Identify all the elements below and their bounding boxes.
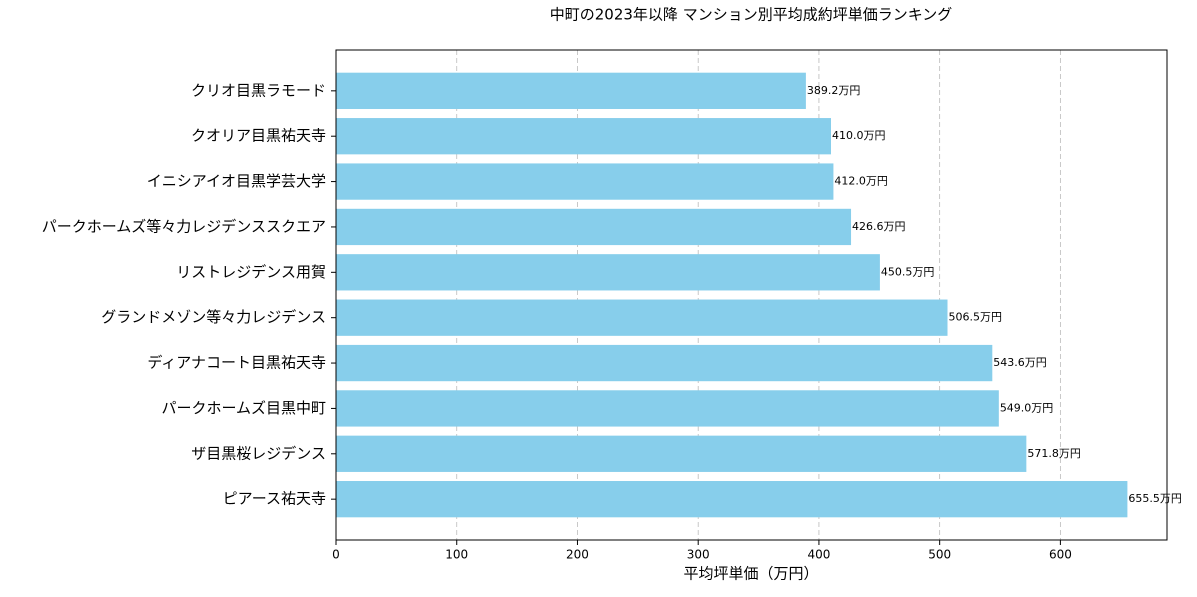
bar (336, 118, 832, 155)
value-label: 549.0万円 (1000, 401, 1054, 414)
value-label: 506.5万円 (949, 311, 1003, 324)
y-tick-label: イニシアイオ目黒学芸大学 (147, 172, 326, 190)
y-tick-label: ディアナコート目黒祐天寺 (147, 354, 326, 372)
bar (336, 208, 852, 246)
value-label: 543.6万円 (993, 356, 1047, 369)
value-label: 655.5万円 (1128, 492, 1182, 505)
y-tick-label: グランドメゾン等々力レジデンス (101, 308, 326, 326)
bar (336, 299, 948, 336)
y-tick-label: ピアース祐天寺 (223, 490, 326, 508)
x-tick-label: 0 (332, 548, 340, 562)
x-axis-label: 平均坪単価（万円） (683, 565, 818, 583)
x-tick-label: 200 (566, 548, 589, 562)
x-tick-label: 100 (445, 548, 468, 562)
x-tick-label: 300 (687, 548, 710, 562)
x-tick-label: 600 (1049, 548, 1072, 562)
bar (336, 390, 999, 427)
value-label: 571.8万円 (1027, 447, 1081, 460)
y-tick-label: パークホームズ目黒中町 (161, 399, 326, 417)
bar (336, 344, 993, 382)
bar (336, 435, 1027, 472)
value-label: 426.6万円 (852, 220, 906, 233)
value-label: 410.0万円 (832, 129, 886, 142)
y-tick-label: パークホームズ等々力レジデンススクエア (42, 217, 326, 235)
y-tick-label: クリオ目黒ラモード (191, 81, 326, 99)
bar (336, 254, 880, 291)
x-tick-label: 400 (807, 548, 830, 562)
value-label: 389.2万円 (807, 84, 861, 97)
value-label: 412.0万円 (834, 175, 888, 188)
plot-frame (335, 49, 1168, 541)
x-tick-label: 500 (928, 548, 951, 562)
value-label: 450.5万円 (881, 265, 935, 278)
bar (336, 481, 1128, 518)
y-tick-label: クオリア目黒祐天寺 (191, 127, 326, 145)
bar (336, 163, 834, 200)
bar (336, 72, 806, 109)
y-tick-label: ザ目黒桜レジデンス (191, 444, 326, 462)
chart-title: 中町の2023年以降 マンション別平均成約坪単価ランキング (550, 6, 953, 24)
y-tick-label: リストレジデンス用賀 (176, 263, 326, 281)
